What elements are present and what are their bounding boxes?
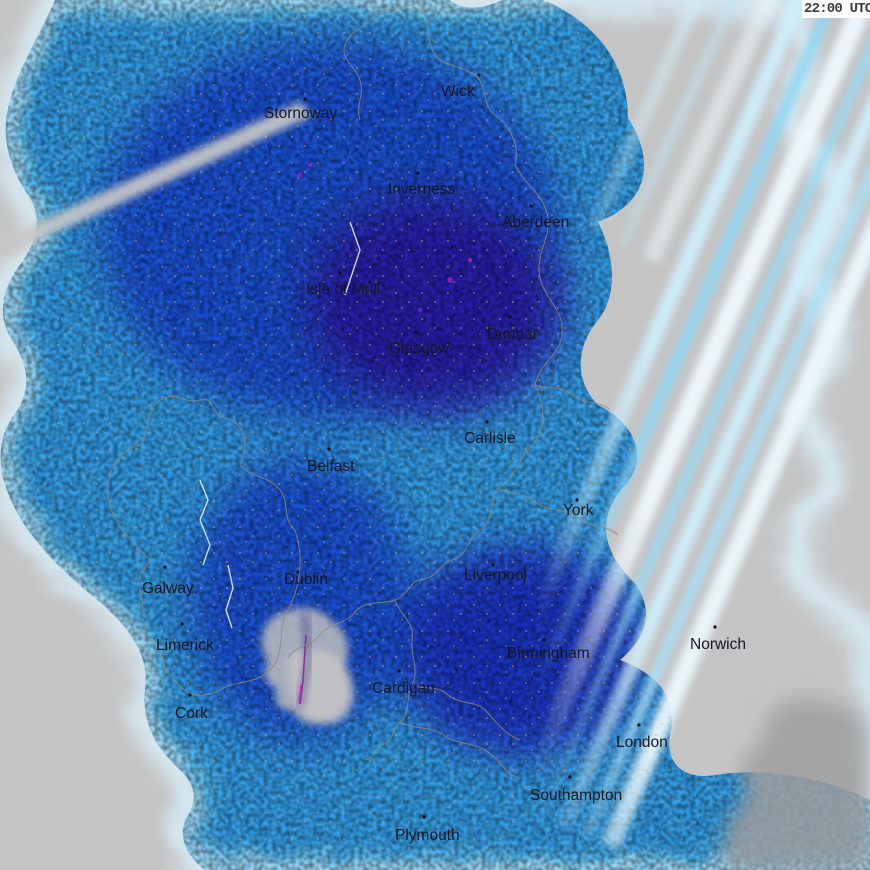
svg-text:Isle of Mull: Isle of Mull [306, 281, 380, 298]
svg-text:Aberdeen: Aberdeen [502, 214, 569, 231]
svg-text:Birmingham: Birmingham [507, 645, 590, 662]
svg-text:Plymouth: Plymouth [395, 827, 460, 844]
svg-text:Glasgow: Glasgow [389, 340, 450, 357]
svg-text:Carlisle: Carlisle [464, 430, 516, 447]
svg-text:Stornoway: Stornoway [264, 105, 337, 122]
svg-text:Dublin: Dublin [284, 571, 328, 588]
svg-text:York: York [563, 502, 594, 519]
svg-text:Dunbar: Dunbar [487, 326, 538, 343]
svg-text:Inverness: Inverness [388, 181, 455, 198]
svg-text:Southampton: Southampton [530, 787, 622, 804]
svg-text:Norwich: Norwich [690, 636, 746, 653]
svg-text:Wick: Wick [441, 83, 475, 100]
svg-text:Belfast: Belfast [307, 458, 355, 475]
svg-text:Limerick: Limerick [156, 637, 214, 654]
svg-text:Galway: Galway [142, 580, 194, 597]
svg-text:Cardigan: Cardigan [372, 680, 435, 697]
svg-text:Cork: Cork [175, 705, 208, 722]
svg-text:Liverpool: Liverpool [464, 567, 527, 584]
svg-text:London: London [616, 734, 668, 751]
